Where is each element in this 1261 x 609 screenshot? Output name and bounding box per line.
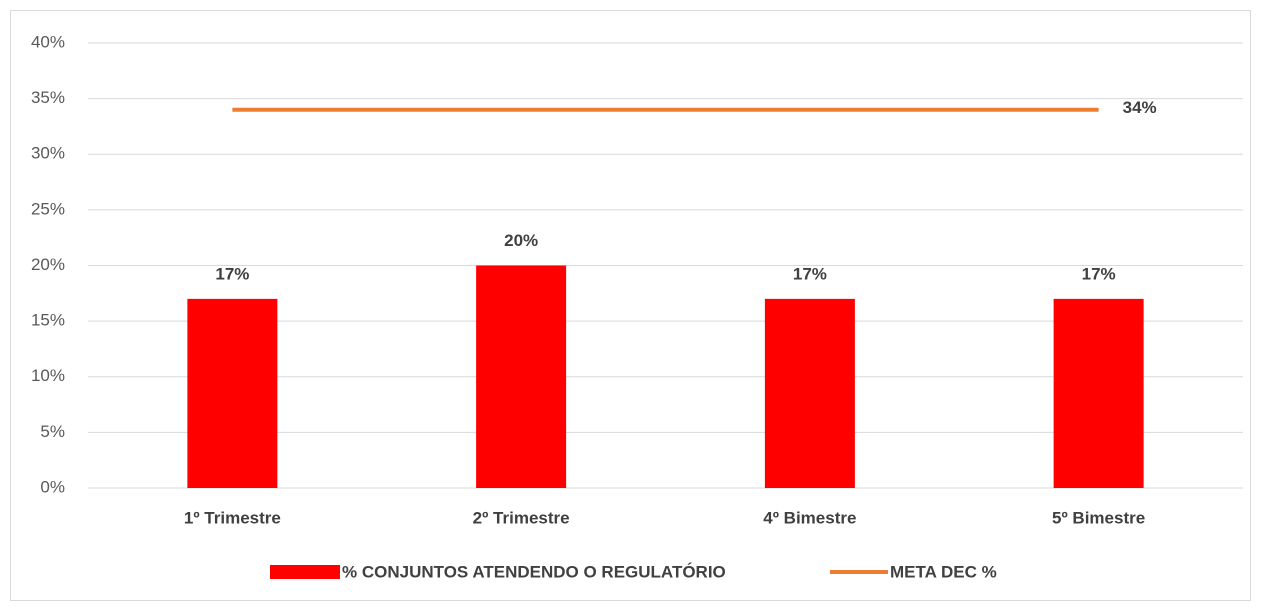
y-tick-label: 25%	[31, 199, 65, 218]
y-tick-label: 10%	[31, 366, 65, 385]
y-tick-label: 30%	[31, 144, 65, 163]
data-label: 17%	[215, 264, 249, 283]
y-tick-label: 20%	[31, 255, 65, 274]
y-tick-label: 0%	[40, 477, 65, 496]
bar	[1053, 298, 1144, 488]
x-tick-label: 2º Trimestre	[473, 508, 570, 527]
bar	[764, 298, 855, 488]
data-label: 20%	[504, 231, 538, 250]
legend-label: META DEC %	[890, 562, 997, 581]
x-tick-label: 5º Bimestre	[1052, 508, 1145, 527]
data-label: 17%	[793, 264, 827, 283]
legend-swatch	[270, 565, 340, 579]
y-tick-label: 40%	[31, 32, 65, 51]
bar	[476, 265, 567, 488]
y-tick-label: 15%	[31, 311, 65, 330]
data-label: 34%	[1123, 98, 1157, 117]
bar	[187, 298, 278, 488]
x-tick-label: 1º Trimestre	[184, 508, 281, 527]
y-tick-label: 35%	[31, 88, 65, 107]
x-tick-label: 4º Bimestre	[763, 508, 856, 527]
legend-label: % CONJUNTOS ATENDENDO O REGULATÓRIO	[342, 562, 726, 581]
y-tick-label: 5%	[40, 422, 65, 441]
data-label: 17%	[1082, 264, 1116, 283]
